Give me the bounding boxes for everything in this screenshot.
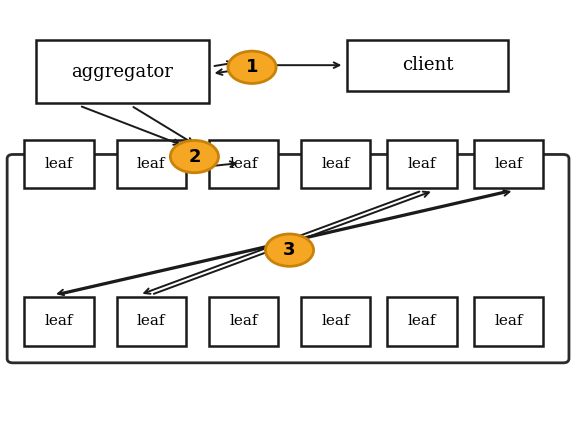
Ellipse shape — [265, 234, 314, 266]
Text: leaf: leaf — [408, 157, 437, 171]
Text: leaf: leaf — [229, 315, 258, 328]
Text: leaf: leaf — [408, 315, 437, 328]
Text: leaf: leaf — [229, 157, 258, 171]
FancyBboxPatch shape — [209, 140, 278, 188]
FancyBboxPatch shape — [24, 297, 94, 346]
FancyBboxPatch shape — [36, 40, 209, 104]
Ellipse shape — [170, 140, 218, 173]
Text: leaf: leaf — [137, 315, 166, 328]
FancyBboxPatch shape — [116, 297, 186, 346]
Text: leaf: leaf — [321, 157, 350, 171]
FancyBboxPatch shape — [24, 140, 94, 188]
Text: leaf: leaf — [45, 157, 74, 171]
FancyBboxPatch shape — [474, 297, 543, 346]
Ellipse shape — [228, 51, 276, 83]
FancyBboxPatch shape — [209, 297, 278, 346]
FancyBboxPatch shape — [301, 297, 370, 346]
Text: leaf: leaf — [494, 315, 523, 328]
Text: leaf: leaf — [494, 157, 523, 171]
Text: client: client — [402, 56, 453, 74]
FancyBboxPatch shape — [387, 297, 457, 346]
FancyBboxPatch shape — [301, 140, 370, 188]
FancyBboxPatch shape — [7, 155, 569, 363]
FancyBboxPatch shape — [474, 140, 543, 188]
FancyBboxPatch shape — [387, 140, 457, 188]
Text: 3: 3 — [283, 241, 296, 259]
Text: leaf: leaf — [45, 315, 74, 328]
Text: 2: 2 — [188, 148, 201, 166]
Text: 1: 1 — [246, 58, 258, 76]
FancyBboxPatch shape — [347, 40, 508, 91]
Text: leaf: leaf — [137, 157, 166, 171]
FancyBboxPatch shape — [116, 140, 186, 188]
Text: leaf: leaf — [321, 315, 350, 328]
Text: aggregator: aggregator — [71, 62, 173, 80]
